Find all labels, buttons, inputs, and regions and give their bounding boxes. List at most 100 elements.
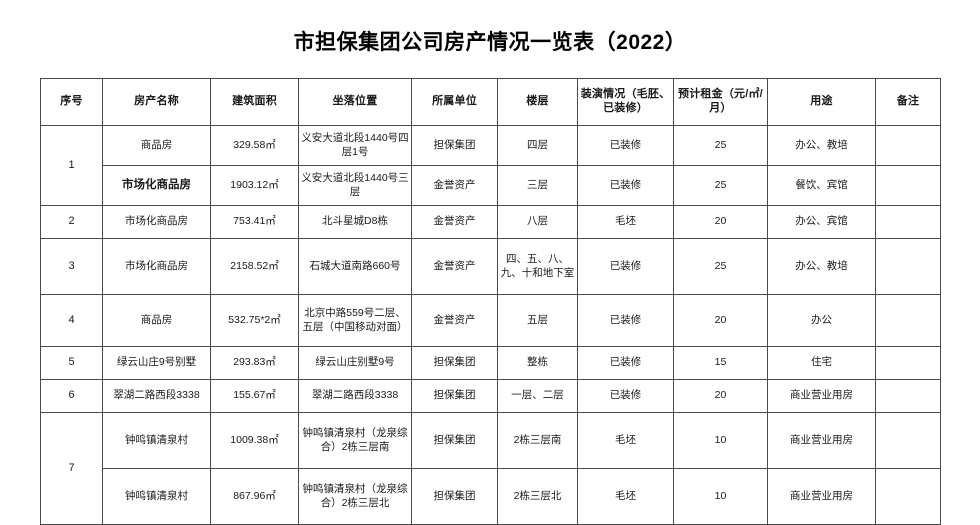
cell-decoration: 已装修 (577, 346, 674, 380)
table-row: 6 翠湖二路西段3338 155.67㎡ 翠湖二路西段3338 担保集团 一层、二层 已装修… (40, 379, 941, 413)
table-row: 5 绿云山庄9号别墅 293.83㎡ 绿云山庄别墅9号 担保集团 整栋 已装修 15 住宅 (40, 346, 941, 380)
cell-rent: 20 (673, 205, 768, 239)
table-row: 市场化商品房 1903.12㎡ 义安大道北段1440号三层 金誉资产 三层 已装修 25 餐饮… (41, 165, 941, 206)
cell-unit: 金誉资产 (411, 294, 498, 347)
cell-location: 钟鸣镇清泉村（龙泉综合）2栋三层南 (298, 412, 412, 469)
table-header-row: 序号 房产名称 建筑面积 坐落位置 所属单位 楼层 装演情况（毛胚、已装修） 预… (40, 78, 941, 126)
cell-decoration: 已装修 (577, 125, 674, 166)
cell-location: 义安大道北段1440号三层 (298, 165, 412, 206)
cell-unit: 担保集团 (411, 412, 498, 469)
column-header-use: 用途 (767, 78, 876, 126)
cell-area: 532.75*2㎡ (210, 294, 299, 347)
table-row: 2 市场化商品房 753.41㎡ 北斗星城D8栋 金誉资产 八层 毛坯 20 办公、宾馆 (40, 205, 941, 239)
cell-use: 办公、宾馆 (767, 205, 876, 239)
page-title: 市担保集团公司房产情况一览表（2022） (293, 31, 687, 54)
cell-rent: 20 (673, 379, 768, 413)
cell-location: 北斗星城D8栋 (298, 205, 412, 239)
cell-unit: 金誉资产 (411, 165, 498, 206)
column-header-floor: 楼层 (497, 78, 578, 126)
table-header: 序号 房产名称 建筑面积 坐落位置 所属单位 楼层 装演情况（毛胚、已装修） 预… (40, 78, 941, 126)
cell-unit: 金誉资产 (411, 205, 498, 239)
cell-remark (875, 468, 941, 525)
realty-table: 序号 房产名称 建筑面积 坐落位置 所属单位 楼层 装演情况（毛胚、已装修） 预… (40, 78, 941, 525)
cell-unit: 金誉资产 (411, 238, 498, 295)
cell-area: 293.83㎡ (210, 346, 299, 380)
cell-unit: 担保集团 (411, 346, 498, 380)
cell-area: 1903.12㎡ (210, 165, 299, 206)
table-row: 1 商品房 329.58㎡ 义安大道北段1440号四层1号 担保集团 四层 已装修 25 办公、… (40, 125, 941, 206)
cell-name: 钟鸣镇清泉村 (102, 468, 211, 525)
cell-remark (875, 125, 941, 166)
cell-decoration: 毛坯 (577, 412, 674, 469)
cell-rent: 25 (673, 238, 768, 295)
cell-area: 329.58㎡ (210, 125, 299, 166)
cell-area: 1009.38㎡ (210, 412, 299, 469)
cell-use: 办公、教培 (767, 238, 876, 295)
cell-name: 翠湖二路西段3338 (102, 379, 211, 413)
cell-use: 商业营业用房 (767, 468, 876, 525)
cell-floor: 整栋 (497, 346, 578, 380)
cell-rent: 25 (673, 125, 768, 166)
cell-seq: 7 (40, 412, 103, 525)
cell-name: 钟鸣镇清泉村 (102, 412, 211, 469)
column-header-name: 房产名称 (102, 78, 211, 126)
cell-decoration: 已装修 (577, 165, 674, 206)
cell-use: 商业营业用房 (767, 412, 876, 469)
cell-name: 市场化商品房 (102, 205, 211, 239)
table-row: 7 钟鸣镇清泉村 1009.38㎡ 钟鸣镇清泉村（龙泉综合）2栋三层南 担保集团 2栋三层… (40, 412, 941, 525)
cell-decoration: 已装修 (577, 294, 674, 347)
cell-name: 商品房 (102, 294, 211, 347)
cell-location: 钟鸣镇清泉村（龙泉综合）2栋三层北 (298, 468, 412, 525)
column-header-seq: 序号 (40, 78, 103, 126)
cell-use: 餐饮、宾馆 (767, 165, 876, 206)
cell-name: 市场化商品房 (102, 238, 211, 295)
cell-name: 绿云山庄9号别墅 (102, 346, 211, 380)
cell-floor: 2栋三层南 (497, 412, 578, 469)
cell-floor: 四、五、八、九、十和地下室 (497, 238, 578, 295)
cell-rent: 10 (673, 412, 768, 469)
cell-floor: 三层 (497, 165, 578, 206)
cell-rent: 20 (673, 294, 768, 347)
cell-use: 办公、教培 (767, 125, 876, 166)
column-header-rent: 预计租金（元/㎡/月） (673, 78, 768, 126)
cell-remark (875, 205, 941, 239)
cell-area: 155.67㎡ (210, 379, 299, 413)
table-row: 钟鸣镇清泉村 867.96㎡ 钟鸣镇清泉村（龙泉综合）2栋三层北 担保集团 2栋三层北毛… (41, 468, 941, 525)
table-row: 4 商品房 532.75*2㎡ 北京中路559号二层、五层（中国移动对面） 金誉资产 五层… (40, 294, 941, 347)
cell-decoration: 毛坯 (577, 468, 674, 525)
cell-remark (875, 346, 941, 380)
cell-use: 办公 (767, 294, 876, 347)
cell-seq: 3 (40, 238, 103, 295)
table-row: 3 市场化商品房 2158.52㎡ 石城大道南路660号 金誉资产 四、五、八、九、十和地… (40, 238, 941, 295)
column-header-location: 坐落位置 (298, 78, 412, 126)
cell-unit: 担保集团 (411, 468, 498, 525)
cell-floor: 2栋三层北 (497, 468, 578, 525)
cell-remark (875, 379, 941, 413)
cell-floor: 四层 (497, 125, 578, 166)
column-header-area: 建筑面积 (210, 78, 299, 126)
cell-decoration: 已装修 (577, 238, 674, 295)
cell-area: 867.96㎡ (210, 468, 299, 525)
cell-seq: 1 (40, 125, 103, 206)
cell-floor: 一层、二层 (497, 379, 578, 413)
cell-decoration: 已装修 (577, 379, 674, 413)
cell-location: 翠湖二路西段3338 (298, 379, 412, 413)
cell-remark (875, 294, 941, 347)
cell-name: 市场化商品房 (102, 165, 211, 206)
table-container: 序号 房产名称 建筑面积 坐落位置 所属单位 楼层 装演情况（毛胚、已装修） 预… (40, 78, 941, 525)
table-body: 1 商品房 329.58㎡ 义安大道北段1440号四层1号 担保集团 四层 已装修 25 办公、… (40, 125, 941, 525)
cell-decoration: 毛坯 (577, 205, 674, 239)
cell-remark (875, 165, 941, 206)
cell-rent: 25 (673, 165, 768, 206)
cell-remark (875, 238, 941, 295)
cell-seq: 4 (40, 294, 103, 347)
cell-unit: 担保集团 (411, 379, 498, 413)
cell-rent: 15 (673, 346, 768, 380)
cell-location: 义安大道北段1440号四层1号 (298, 125, 412, 166)
cell-seq: 5 (40, 346, 103, 380)
cell-area: 2158.52㎡ (210, 238, 299, 295)
cell-rent: 10 (673, 468, 768, 525)
cell-seq: 2 (40, 205, 103, 239)
column-header-unit: 所属单位 (411, 78, 498, 126)
